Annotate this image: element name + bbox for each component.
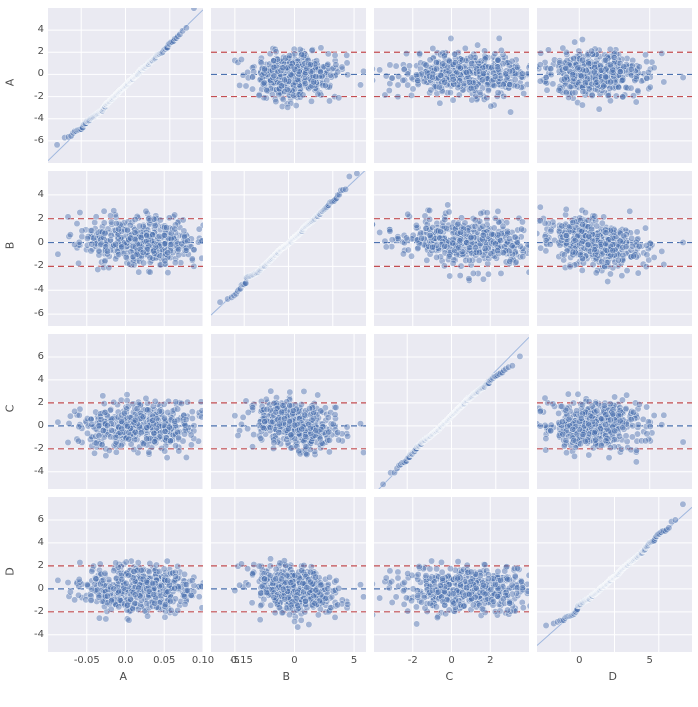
panel-B-B	[211, 171, 366, 326]
panel-A-D	[537, 8, 692, 163]
panel-C-C	[374, 334, 529, 489]
xlabel-C: C	[446, 670, 454, 683]
ytick: -2	[14, 92, 44, 102]
panel-A-B	[211, 8, 366, 163]
panel-B-A	[48, 171, 203, 326]
ytick: 4	[14, 375, 44, 385]
ytick: 4	[14, 538, 44, 548]
pairgrid-figure: -6 -4 -2 0 2 4 A -6 -4 -2 0 2 4 B -4 -2 0 2 4 6 C -4 -2 0 2 4 6 D -0…	[0, 0, 698, 707]
xtick: 2	[487, 656, 493, 666]
xtick: -2	[408, 656, 418, 666]
ytick: -4	[14, 630, 44, 640]
xtick: 5	[647, 656, 653, 666]
xtick: 0	[576, 656, 582, 666]
xtick: -0.05	[74, 656, 100, 666]
ylabel-B: B	[4, 235, 17, 255]
ytick: 6	[14, 515, 44, 525]
ytick: -6	[14, 136, 44, 146]
xtick: 0	[291, 656, 297, 666]
ylabel-D: D	[4, 561, 17, 581]
ytick: -2	[14, 261, 44, 271]
xlabel-B: B	[283, 670, 291, 683]
ytick: -4	[14, 114, 44, 124]
panel-A-C	[374, 8, 529, 163]
panel-A-A	[48, 8, 203, 163]
panel-B-C	[374, 171, 529, 326]
panel-C-D	[537, 334, 692, 489]
ytick: -2	[14, 444, 44, 454]
xtick: 0.05	[153, 656, 175, 666]
ytick: -4	[14, 467, 44, 477]
ytick: -4	[14, 285, 44, 295]
xlabel-D: D	[609, 670, 617, 683]
ytick: 0	[14, 69, 44, 79]
xtick: -5	[230, 656, 240, 666]
ytick: 6	[14, 352, 44, 362]
ytick: -6	[14, 309, 44, 319]
ytick: 0	[14, 421, 44, 431]
xtick: 0.10	[192, 656, 214, 666]
ytick: 0	[14, 584, 44, 594]
ytick: 4	[14, 25, 44, 35]
ytick: 2	[14, 561, 44, 571]
panel-B-D	[537, 171, 692, 326]
ylabel-A: A	[4, 72, 17, 92]
ytick: -2	[14, 607, 44, 617]
xtick: 5	[351, 656, 357, 666]
xlabel-A: A	[120, 670, 128, 683]
ylabel-C: C	[4, 398, 17, 418]
xtick: 0	[448, 656, 454, 666]
panel-C-A	[48, 334, 203, 489]
xtick: 0.0	[118, 656, 134, 666]
panel-D-B	[211, 497, 366, 652]
ytick: 0	[14, 238, 44, 248]
ytick: 4	[14, 190, 44, 200]
ytick: 2	[14, 214, 44, 224]
panel-D-A	[48, 497, 203, 652]
ytick: 2	[14, 398, 44, 408]
panel-C-B	[211, 334, 366, 489]
panel-D-C	[374, 497, 529, 652]
panel-D-D	[537, 497, 692, 652]
ytick: 2	[14, 47, 44, 57]
